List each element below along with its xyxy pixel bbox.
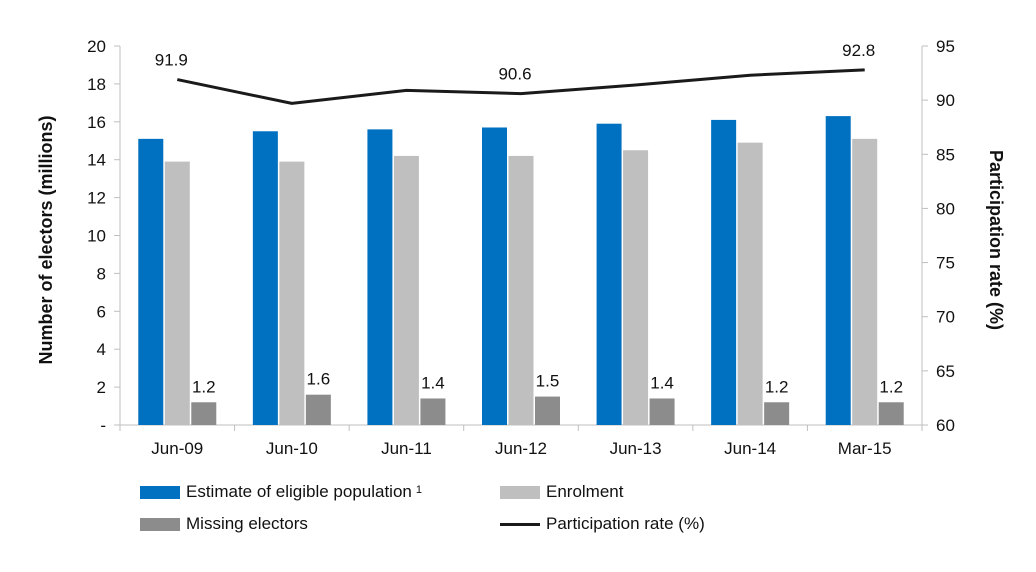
legend-item-enrolment: Enrolment bbox=[500, 482, 623, 502]
y-tick-label: 12 bbox=[87, 189, 106, 208]
missing-electors-data-label: 1.4 bbox=[421, 373, 445, 392]
y-tick-label: 6 bbox=[97, 302, 106, 321]
bar-eligible-population bbox=[138, 138, 164, 426]
bar-enrolment bbox=[737, 142, 763, 425]
participation-line bbox=[176, 68, 865, 105]
participation-data-label: 92.8 bbox=[842, 41, 875, 60]
bar-eligible-population bbox=[367, 129, 393, 425]
bar-enrolment bbox=[623, 150, 649, 425]
x-tick-label: Mar-15 bbox=[838, 439, 892, 458]
y2-tick-label: 75 bbox=[936, 254, 955, 273]
y2-tick-label: 65 bbox=[936, 362, 955, 381]
x-tick-label: Jun-11 bbox=[381, 439, 432, 458]
y2-tick-label: 90 bbox=[936, 91, 955, 110]
legend-item-participation: Participation rate (%) bbox=[500, 514, 705, 534]
x-tick-label: Jun-12 bbox=[495, 439, 547, 458]
bar-enrolment bbox=[852, 138, 878, 426]
missing-electors-data-label: 1.2 bbox=[879, 377, 903, 396]
y2-tick-label: 60 bbox=[936, 416, 955, 435]
y-tick-label: 8 bbox=[97, 264, 106, 283]
legend-label-enrolment: Enrolment bbox=[546, 482, 624, 501]
bar-missing-electors bbox=[764, 402, 790, 425]
bar-enrolment bbox=[279, 161, 305, 425]
bar-eligible-population bbox=[482, 127, 507, 426]
axes: - 2 4 6 8 10 12 14 16 18 20 60 65 70 75 80 85 90 95 Jun-09 J… bbox=[87, 37, 955, 458]
y2-tick-label: 95 bbox=[936, 37, 955, 56]
combo-chart: - 2 4 6 8 10 12 14 16 18 20 60 65 70 75 80 85 90 95 Jun-09 J… bbox=[36, 37, 1006, 458]
bar-missing-electors bbox=[305, 394, 331, 425]
y2-tick-label: 85 bbox=[936, 145, 955, 164]
bar-missing-electors bbox=[878, 402, 904, 425]
legend-swatch-enrolment bbox=[500, 485, 540, 499]
bar-eligible-population bbox=[825, 116, 851, 426]
y2-tick-label: 80 bbox=[936, 199, 955, 218]
legend-swatch-missing bbox=[140, 517, 180, 531]
legend-label-eligible: Estimate of eligible population bbox=[186, 482, 412, 501]
y-tick-label: 10 bbox=[87, 227, 106, 246]
y-tick-label: 16 bbox=[87, 113, 106, 132]
y2-tick-label: 70 bbox=[936, 308, 955, 327]
data-labels: 1.2 1.6 1.4 1.5 1.4 1.2 1.2 91.9 90.6 92.8 bbox=[155, 41, 903, 396]
y-tick-label: 18 bbox=[87, 75, 106, 94]
y-tick-label: 2 bbox=[97, 378, 106, 397]
x-tick-label: Jun-14 bbox=[724, 439, 776, 458]
bar-eligible-population bbox=[711, 119, 737, 425]
legend-footnote-marker: 1 bbox=[415, 484, 422, 496]
y2-axis-title: Participation rate (%) bbox=[986, 150, 1006, 330]
x-tick-label: Jun-09 bbox=[151, 439, 203, 458]
participation-rate-line bbox=[176, 68, 865, 105]
bars bbox=[138, 116, 904, 426]
missing-electors-data-label: 1.5 bbox=[536, 372, 560, 391]
missing-electors-data-label: 1.2 bbox=[192, 377, 216, 396]
y-tick-label: 20 bbox=[87, 37, 106, 56]
legend-label-participation: Participation rate (%) bbox=[546, 514, 705, 533]
x-tick-label: Jun-13 bbox=[610, 439, 662, 458]
missing-electors-data-label: 1.4 bbox=[650, 373, 674, 392]
legend-label-missing: Missing electors bbox=[186, 514, 308, 533]
legend: Estimate of eligible population 1 Enrolme… bbox=[140, 480, 840, 550]
y-tick-label: - bbox=[100, 416, 106, 435]
y-tick-label: 4 bbox=[97, 340, 106, 359]
bar-enrolment bbox=[508, 155, 534, 425]
y-tick-label: 14 bbox=[87, 151, 106, 170]
bar-eligible-population bbox=[596, 123, 622, 425]
bar-enrolment bbox=[393, 155, 419, 425]
bar-missing-electors bbox=[420, 398, 446, 425]
bar-enrolment bbox=[164, 161, 190, 425]
bar-eligible-population bbox=[252, 131, 278, 425]
legend-swatch-eligible bbox=[140, 485, 180, 499]
x-tick-label: Jun-10 bbox=[266, 439, 318, 458]
legend-item-eligible: Estimate of eligible population 1 bbox=[140, 482, 422, 502]
missing-electors-data-label: 1.6 bbox=[307, 370, 331, 389]
legend-swatch-participation bbox=[500, 522, 540, 526]
bar-missing-electors bbox=[535, 396, 560, 425]
legend-item-missing: Missing electors bbox=[140, 514, 308, 534]
participation-data-label: 91.9 bbox=[155, 51, 188, 70]
participation-data-label: 90.6 bbox=[498, 65, 531, 84]
missing-electors-data-label: 1.2 bbox=[765, 377, 789, 396]
bar-missing-electors bbox=[649, 398, 675, 425]
y-axis-title: Number of electors (millions) bbox=[36, 115, 56, 364]
bar-missing-electors bbox=[191, 402, 217, 425]
